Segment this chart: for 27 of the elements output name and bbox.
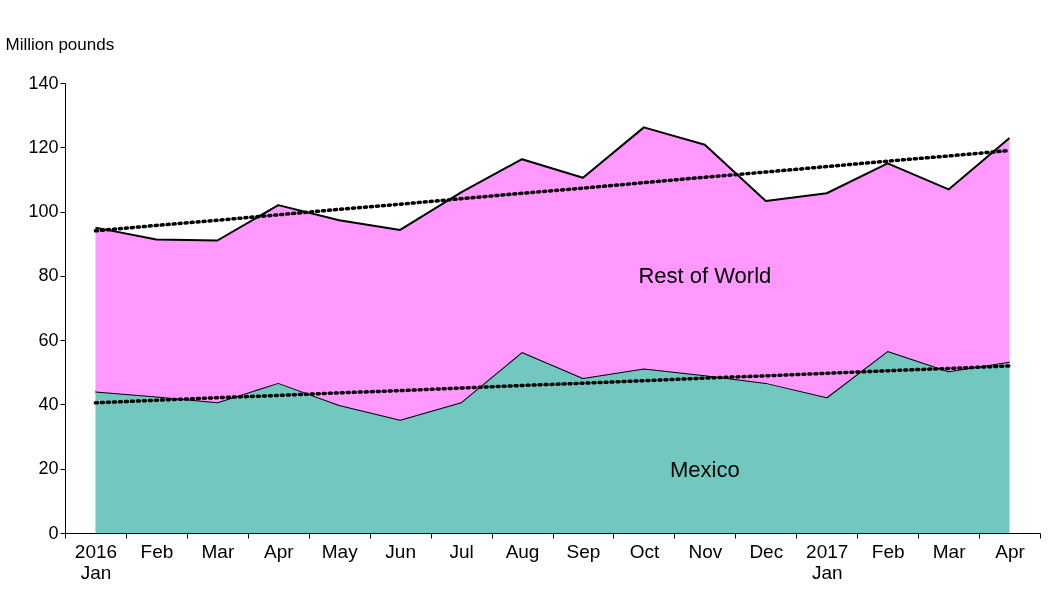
series-label: Rest of World: [638, 263, 772, 289]
x-tick-label: May: [321, 540, 359, 562]
x-tick-label: Sep: [566, 540, 601, 562]
y-tick-label: 100: [28, 201, 59, 222]
y-tick-label: 40: [38, 393, 59, 414]
y-tick-label: 60: [38, 329, 59, 350]
y-tick-label: 0: [48, 522, 59, 543]
x-tick-label: Apr: [995, 540, 1026, 562]
y-axis-title: Million pounds: [5, 34, 115, 54]
x-tick-label: Nov: [688, 540, 723, 562]
x-tick-label: 2016 Jan: [74, 540, 118, 583]
x-tick-label: 2017 Jan: [806, 540, 849, 583]
x-tick-label: Apr: [263, 540, 295, 562]
x-tick-label: Feb: [871, 540, 905, 562]
series-label: Mexico: [670, 457, 740, 483]
x-tick-label: Jun: [385, 540, 416, 562]
x-tick-label: Jul: [449, 540, 474, 562]
x-tick-label: Oct: [629, 540, 660, 562]
y-tick-label: 140: [28, 72, 59, 93]
x-tick-label: Feb: [140, 540, 174, 562]
y-tick-label: 120: [28, 136, 59, 157]
x-tick-label: Dec: [749, 540, 784, 562]
x-tick-label: Mar: [201, 540, 235, 562]
y-tick-label: 80: [38, 265, 59, 286]
y-tick-label: 20: [38, 458, 59, 479]
x-tick-label: Mar: [932, 540, 967, 562]
x-tick-label: Aug: [505, 540, 540, 562]
